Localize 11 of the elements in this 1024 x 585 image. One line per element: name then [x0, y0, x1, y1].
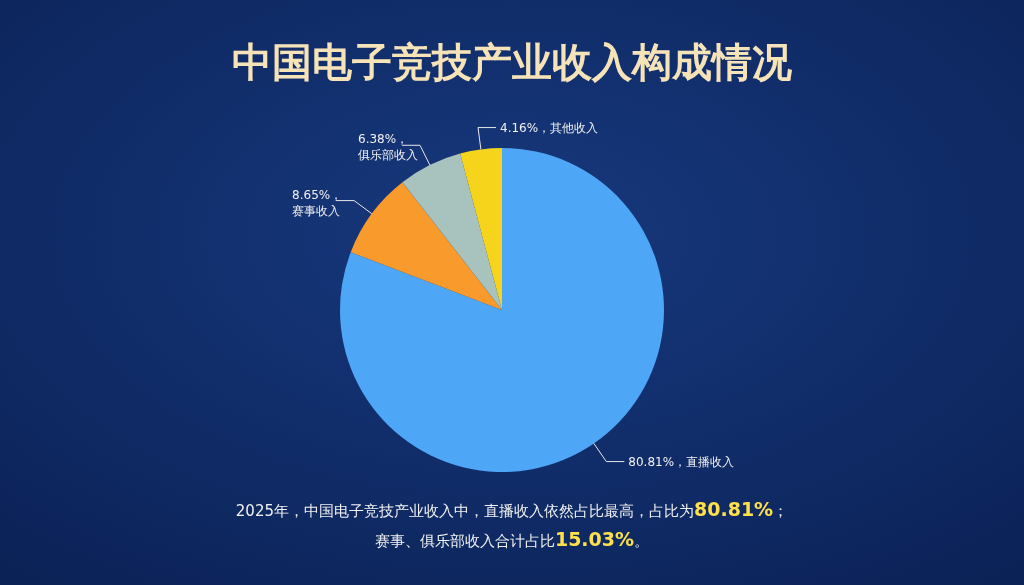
slice-label: 其他收入 — [550, 120, 599, 135]
data-label: 80.81%， — [628, 454, 687, 469]
data-label: 4.16%， — [500, 120, 551, 135]
data-label: 8.65%， — [292, 187, 343, 202]
text: 2025年，中国电子竞技产业收入中，直播收入依然占比最高，占比为80.81%； — [235, 498, 789, 520]
chart-title: 中国电子竞技产业收入构成情况 — [232, 39, 792, 85]
data-label: 6.38%， — [358, 132, 409, 147]
slice-label: 直播收入 — [686, 454, 735, 469]
text: 赛事、俱乐部收入合计占比15.03%。 — [374, 528, 650, 550]
slice-label: 俱乐部收入 — [358, 148, 419, 163]
slice-label: 赛事收入 — [292, 203, 341, 218]
